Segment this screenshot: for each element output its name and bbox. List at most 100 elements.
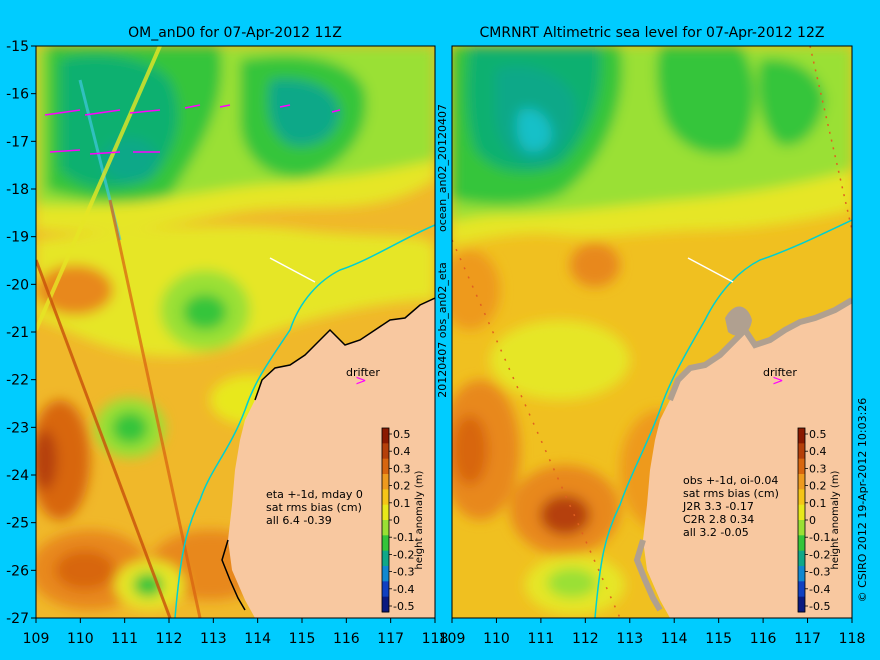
right-colorbar-swatch [798,550,805,567]
right-x-tick-label: 117 [794,631,821,647]
y-tick-label: -16 [6,87,29,103]
left-colorbar-tick-label: 0.3 [393,462,411,475]
y-tick-label: -19 [6,230,29,246]
left-x-tick-label: 111 [111,631,138,647]
left-colorbar-tick-label: -0.1 [393,531,414,544]
right-colorbar-tick-label: -0.1 [809,531,830,544]
y-tick-label: -24 [6,468,29,484]
right-colorbar-swatch [798,566,805,582]
left-colorbar-swatch [382,581,389,598]
right-colorbar-swatch [798,443,805,460]
y-tick-label: -27 [6,611,29,627]
right-colorbar-swatch [798,596,805,613]
left-colorbar-swatch [382,550,389,567]
right-colorbar-swatch [798,504,805,521]
drifter-marker-right: > [772,373,784,389]
right-x-tick-label: 110 [483,631,510,647]
velocity-vectors [44,104,341,155]
left-x-tick-label: 115 [289,631,316,647]
right-colorbar-tick-label: -0.5 [809,600,830,613]
left-colorbar-swatch [382,458,389,475]
left-colorbar-tick-label: -0.2 [393,548,414,561]
right-colorbar-tick-label: 0.4 [809,445,827,458]
left-panel-title: OM_anD0 for 07-Apr-2012 11Z [128,25,342,41]
y-tick-label: -17 [6,134,29,150]
right-x-tick-label: 112 [572,631,599,647]
right-x-tick-label: 116 [750,631,777,647]
left-colorbar-label: height anomaly (m) [414,470,425,569]
drifter-marker-left: > [355,373,367,389]
left-colorbar-swatch [382,443,389,460]
right-colorbar-swatch [798,581,805,598]
drifter-label-left: drifter [346,366,380,379]
right-vertical-label: ocean_an02_20120407 [436,104,449,232]
right-colorbar-swatch [798,428,805,444]
left-map-panel: > drifter OM_anD0 for 07-Apr-2012 11Z et… [35,25,436,619]
right-colorbar: 0.5 0.4 0.3 0.2 0.1 0 -0.1 -0.2 -0.3 -0.4 -0.5 heig… [797,427,841,613]
y-tick-label: -22 [6,373,29,389]
left-colorbar-tick-label: -0.5 [393,600,414,613]
left-colorbar-tick-label: -0.3 [393,566,414,579]
left-colorbar-tick-label: 0.2 [393,480,411,493]
left-vertical-label: 20120407 obs_an02_eta [436,262,449,397]
right-colorbar-swatch [798,458,805,475]
left-x-tick-label: 113 [200,631,227,647]
right-annot-line: sat rms bias (cm) [683,487,779,500]
right-annot-line: C2R 2.8 0.34 [683,513,754,526]
right-colorbar-tick-label: -0.4 [809,583,830,596]
right-colorbar-swatch [798,489,805,506]
right-colorbar-tick-label: 0.1 [809,497,827,510]
y-tick-label: -26 [6,563,29,579]
y-tick-label: -20 [6,277,29,293]
y-tick-label: -25 [6,516,29,532]
left-colorbar-tick-label: 0 [393,514,400,527]
right-x-tick-label: 111 [528,631,555,647]
left-colorbar-tick-label: 0.5 [393,428,411,441]
right-colorbar-tick-label: 0.3 [809,462,827,475]
y-tick-label: -23 [6,420,29,436]
right-colorbar-swatch [798,535,805,552]
y-tick-label: -21 [6,325,29,341]
left-x-tick-label: 118 [422,631,449,647]
right-x-tick-label: 109 [439,631,466,647]
left-colorbar-swatch [382,596,389,613]
y-tick-label: -18 [6,182,29,198]
left-x-tick-label: 114 [244,631,271,647]
left-colorbar-tick-label: -0.4 [393,583,414,596]
copyright-label: © CSIRO 2012 19-Apr-2012 10:03:26 [856,398,869,603]
right-map-panel: > drifter CMRNRT Altimetric sea level fo… [451,25,853,619]
left-colorbar-swatch [382,489,389,506]
right-colorbar-label: height anomaly (m) [830,470,841,569]
right-x-tick-label: 114 [661,631,688,647]
drifter-label-right: drifter [763,366,797,379]
left-colorbar-swatch [382,535,389,552]
left-colorbar-tick-label: 0.4 [393,445,411,458]
right-x-tick-label: 118 [839,631,866,647]
left-x-tick-label: 112 [156,631,183,647]
left-x-tick-label: 117 [377,631,404,647]
right-colorbar-tick-label: -0.2 [809,548,830,561]
left-annot-line: eta +-1d, mday 0 [266,488,363,501]
right-annot-line: all 3.2 -0.05 [683,526,749,539]
left-colorbar-swatch [382,520,389,536]
left-colorbar-swatch [382,474,389,490]
right-panel-title: CMRNRT Altimetric sea level for 07-Apr-2… [480,25,825,41]
left-colorbar-swatch [382,566,389,582]
right-colorbar-swatch [798,474,805,490]
right-annot-line: J2R 3.3 -0.17 [682,500,754,513]
left-x-tick-label: 109 [23,631,50,647]
left-colorbar-swatch [382,428,389,444]
left-colorbar-tick-label: 0.1 [393,497,411,510]
right-x-tick-label: 113 [616,631,643,647]
y-tick-label: -15 [6,39,29,55]
left-x-tick-label: 116 [333,631,360,647]
left-colorbar: 0.5 0.4 0.3 0.2 0.1 0 -0.1 -0.2 -0.3 -0.4 -0.5 heig… [381,427,425,613]
left-annot-line: all 6.4 -0.39 [266,514,332,527]
right-colorbar-tick-label: 0.5 [809,428,827,441]
right-colorbar-tick-label: 0.2 [809,480,827,493]
right-colorbar-swatch [798,520,805,536]
